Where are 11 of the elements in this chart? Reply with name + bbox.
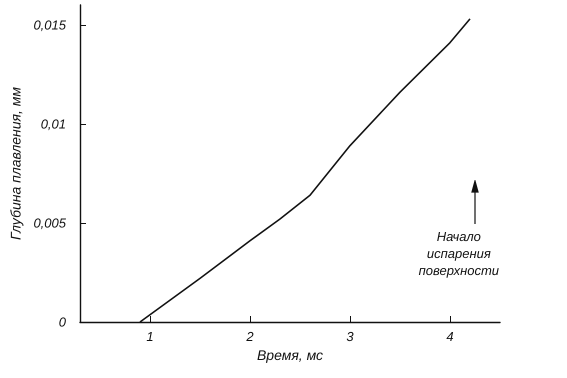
y-tick-label: 0,005 [33,215,67,230]
annotation: Начало испарения поверхности [418,229,499,278]
x-tick-label: 4 [446,329,454,344]
x-tick-label: 1 [146,329,154,344]
x-tick-label: 2 [245,329,254,344]
y-tick-label: 0 [58,314,67,330]
y-tick-label: 0,015 [33,17,67,32]
y-axis-title: Глубина плавления, мм [8,86,24,240]
x-tick-label: 3 [346,329,354,344]
y-tick-label: 0,01 [40,116,66,132]
x-axis-title: Время, мс [256,346,324,363]
